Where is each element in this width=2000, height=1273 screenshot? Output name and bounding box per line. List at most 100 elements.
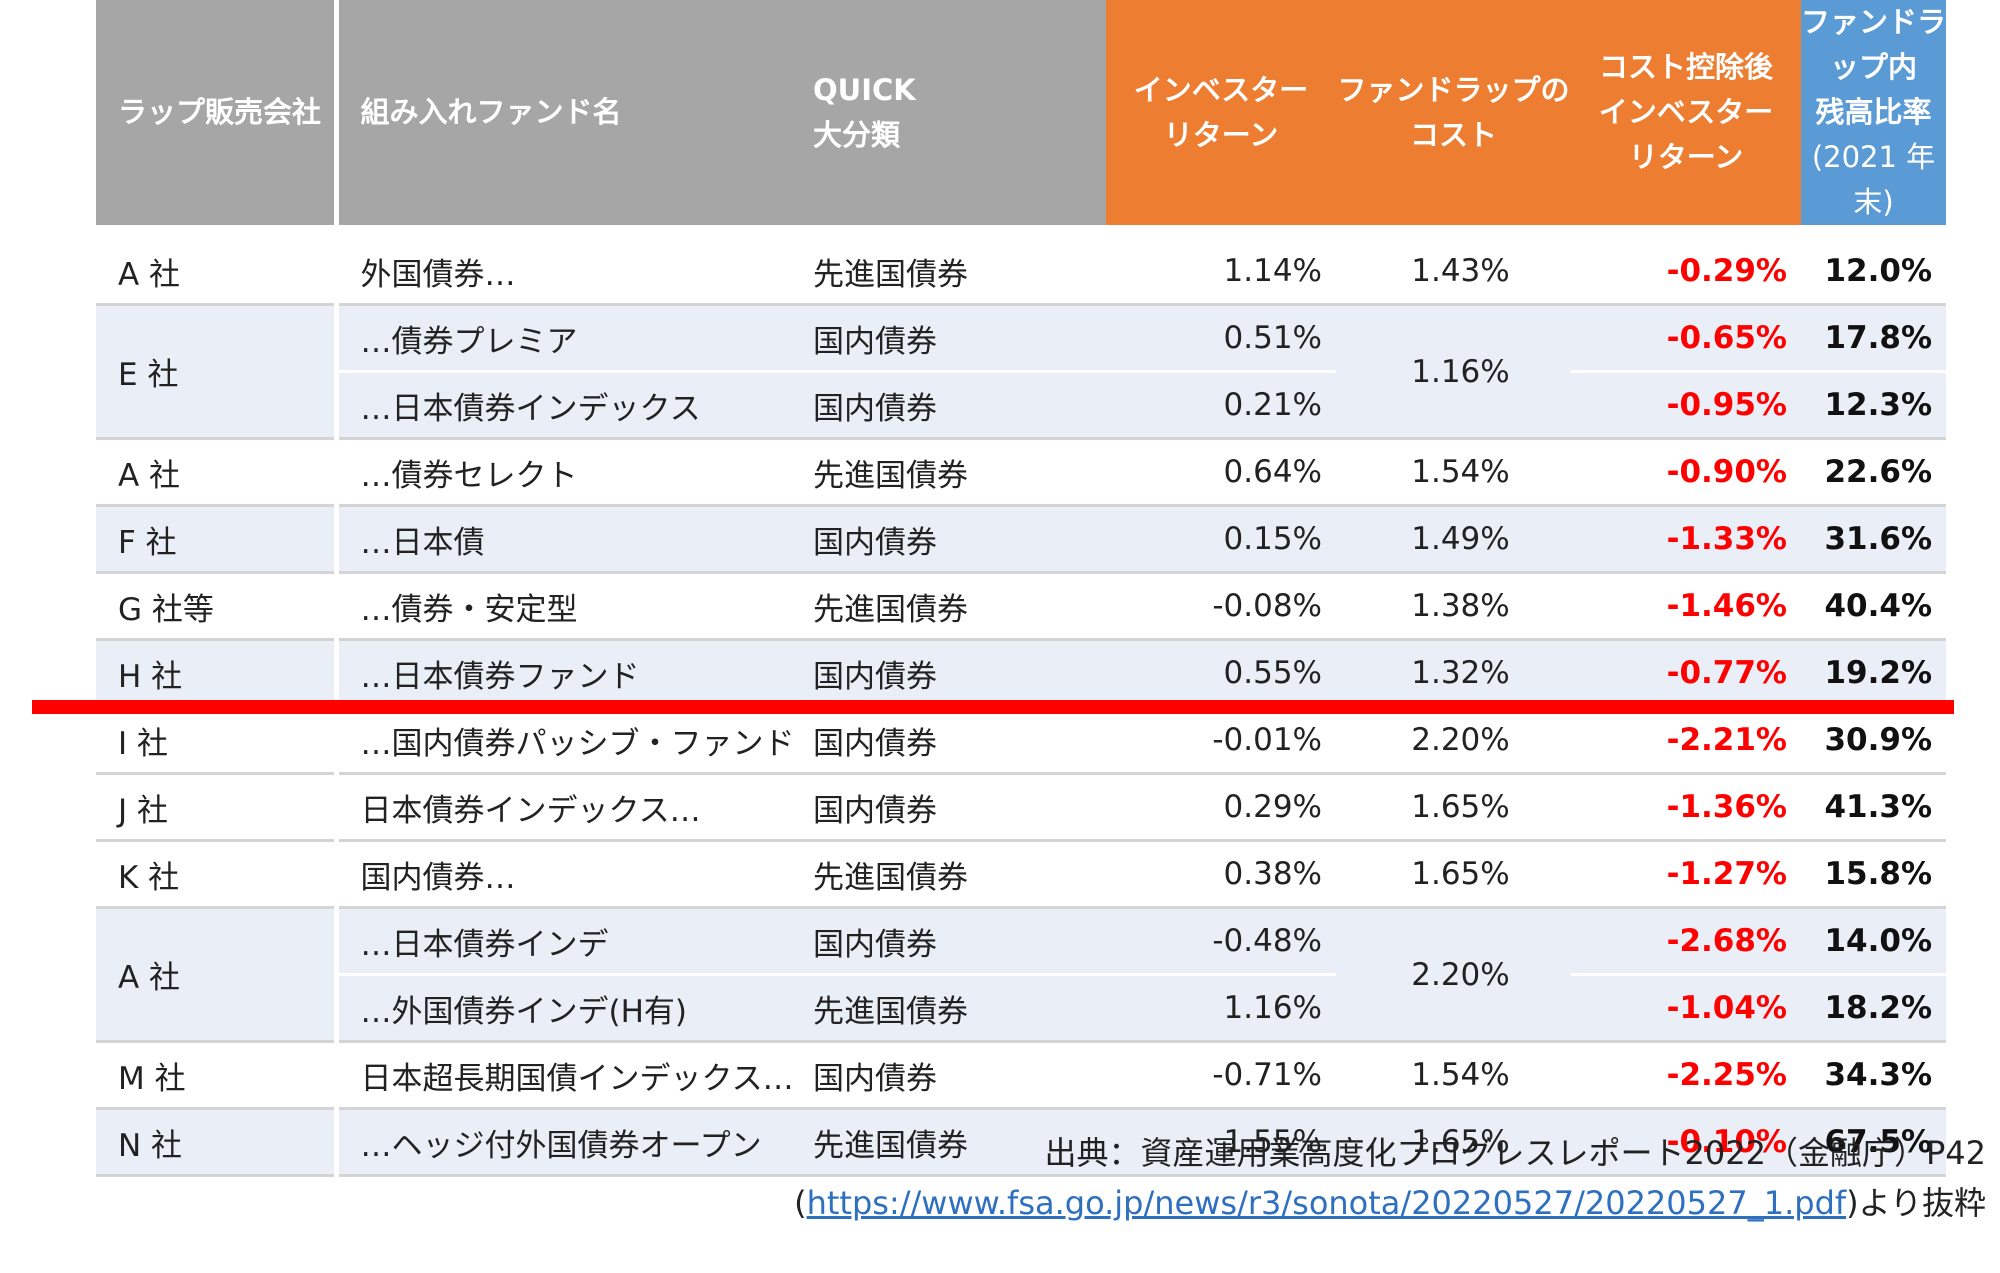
category-cell: 先進国債券 — [813, 572, 1106, 641]
ratio-cell: 40.4% — [1801, 572, 1946, 641]
ratio-cell: 22.6% — [1801, 438, 1946, 507]
after-cost-cell: -2.25% — [1571, 1041, 1801, 1110]
category-cell: 国内債券 — [813, 505, 1106, 574]
ratio-cell: 12.0% — [1801, 239, 1946, 306]
after-cost-cell: -0.10% — [1571, 1108, 1801, 1177]
table-row: A 社 …日本債券インデ 国内債券 -0.48% 2.20% -2.68% 14… — [96, 907, 1946, 1043]
fund-cell: …日本債券インデックス — [333, 371, 813, 440]
return-cell: 1.16% — [1106, 974, 1336, 1043]
fund-wrap-table: ラップ販売会社 組み入れファンド名 QUICK 大分類 インベスター リターン ファ… — [96, 0, 1946, 1177]
after-cost-cell: -0.29% — [1571, 239, 1801, 306]
category-cell: 先進国債券 — [813, 840, 1106, 909]
cost-cell: 1.65% — [1336, 773, 1571, 842]
header-cost: ファンドラップの コスト — [1336, 0, 1571, 225]
return-cell: -0.48% — [1106, 907, 1336, 976]
fund-cell: …日本債 — [333, 505, 813, 574]
after-cost-cell: -1.33% — [1571, 505, 1801, 574]
ratio-cell: 17.8% — [1801, 304, 1946, 373]
header-company: ラップ販売会社 — [96, 0, 339, 225]
after-cost-cell: -2.21% — [1571, 706, 1801, 775]
table-row: F 社 …日本債 国内債券 0.15% 1.49% -1.33% 31.6% — [96, 505, 1946, 574]
header-fund: 組み入れファンド名 — [336, 0, 813, 225]
table-row: E 社 …債券プレミア 国内債券 0.51% 1.16% -0.65% 17.8… — [96, 304, 1946, 440]
category-cell: 国内債券 — [813, 907, 1106, 976]
company-cell: K 社 — [96, 840, 336, 909]
return-cell: 0.29% — [1106, 773, 1336, 842]
company-cell: A 社 — [96, 438, 336, 507]
cost-cell: 1.65% — [1336, 1108, 1571, 1177]
header-quick: QUICK 大分類 — [813, 0, 1106, 225]
ratio-cell: 31.6% — [1801, 505, 1946, 574]
ratio-cell: 14.0% — [1801, 907, 1946, 976]
after-cost-cell: -0.95% — [1571, 371, 1801, 440]
ratio-cell: 67.5% — [1801, 1108, 1946, 1177]
source-citation: 出典：資産運用業高度化プログレスレポート2022（金融庁）P42 — [1044, 1134, 1986, 1172]
fund-cell: …日本債券インデ — [333, 907, 813, 976]
ratio-cell: 30.9% — [1801, 706, 1946, 775]
fund-cell: 日本超長期国債インデックス… — [333, 1041, 813, 1110]
return-cell: 1.14% — [1106, 239, 1336, 306]
category-cell: 国内債券 — [813, 304, 1106, 373]
table-row: K 社 国内債券… 先進国債券 0.38% 1.65% -1.27% 15.8% — [96, 840, 1946, 909]
company-cell: A 社 — [96, 239, 336, 306]
cost-cell: 1.16% — [1336, 304, 1571, 440]
fund-cell: …ヘッジ付外国債券オープン — [333, 1108, 813, 1177]
return-cell: -0.08% — [1106, 572, 1336, 641]
cost-cell: 2.20% — [1336, 706, 1571, 775]
header-investor-return: インベスター リターン — [1106, 0, 1336, 225]
category-cell: 国内債券 — [813, 773, 1106, 842]
after-cost-cell: -1.46% — [1571, 572, 1801, 641]
source-url-line: (https://www.fsa.go.jp/news/r3/sonota/20… — [794, 1184, 1986, 1222]
cost-cell: 1.65% — [1336, 840, 1571, 909]
company-cell: E 社 — [96, 304, 336, 440]
company-cell: A 社 — [96, 907, 336, 1043]
company-cell: H 社 — [96, 639, 336, 708]
fund-cell: …債券セレクト — [333, 438, 813, 507]
table-row: N 社 …ヘッジ付外国債券オープン 先進国債券 1.55% 1.65% -0.1… — [96, 1108, 1946, 1177]
ratio-cell: 15.8% — [1801, 840, 1946, 909]
category-cell: 国内債券 — [813, 371, 1106, 440]
return-cell: 0.15% — [1106, 505, 1336, 574]
fund-cell: …債券プレミア — [333, 304, 813, 373]
category-cell: 先進国債券 — [813, 239, 1106, 306]
cost-cell: 1.54% — [1336, 438, 1571, 507]
fund-cell: 外国債券… — [333, 239, 813, 306]
company-cell: I 社 — [96, 706, 336, 775]
header-after-cost: コスト控除後 インベスター リターン — [1571, 0, 1801, 225]
return-cell: 0.38% — [1106, 840, 1336, 909]
cost-cell: 1.43% — [1336, 239, 1571, 306]
return-cell: -0.01% — [1106, 706, 1336, 775]
fund-cell: 日本債券インデックス… — [333, 773, 813, 842]
category-cell: 国内債券 — [813, 1041, 1106, 1110]
source-link[interactable]: https://www.fsa.go.jp/news/r3/sonota/202… — [806, 1184, 1847, 1222]
after-cost-cell: -0.77% — [1571, 639, 1801, 708]
header-row: ラップ販売会社 組み入れファンド名 QUICK 大分類 インベスター リターン ファ… — [96, 0, 1946, 225]
after-cost-cell: -0.65% — [1571, 304, 1801, 373]
ratio-cell: 18.2% — [1801, 974, 1946, 1043]
after-cost-cell: -1.04% — [1571, 974, 1801, 1043]
company-cell: G 社等 — [96, 572, 336, 641]
company-cell: F 社 — [96, 505, 336, 574]
source-note: 出典：資産運用業高度化プログレスレポート2022（金融庁）P42 (https:… — [794, 1128, 1986, 1228]
fund-cell: …債券・安定型 — [333, 572, 813, 641]
cost-cell: 1.38% — [1336, 572, 1571, 641]
table-row: H 社 …日本債券ファンド 国内債券 0.55% 1.32% -0.77% 19… — [96, 639, 1946, 708]
cost-cell: 1.32% — [1336, 639, 1571, 708]
category-cell: 国内債券 — [813, 706, 1106, 775]
fund-cell: …国内債券パッシブ・ファンド — [333, 706, 813, 775]
table-row: I 社 …国内債券パッシブ・ファンド 国内債券 -0.01% 2.20% -2.… — [96, 706, 1946, 775]
table-row: A 社 …債券セレクト 先進国債券 0.64% 1.54% -0.90% 22.… — [96, 438, 1946, 507]
return-cell: 0.21% — [1106, 371, 1336, 440]
ratio-cell: 41.3% — [1801, 773, 1946, 842]
table-row: G 社等 …債券・安定型 先進国債券 -0.08% 1.38% -1.46% 4… — [96, 572, 1946, 641]
category-cell: 先進国債券 — [813, 438, 1106, 507]
return-cell: 1.55% — [1106, 1108, 1336, 1177]
after-cost-cell: -1.36% — [1571, 773, 1801, 842]
category-cell: 先進国債券 — [813, 974, 1106, 1043]
company-cell: N 社 — [96, 1108, 336, 1177]
ratio-cell: 12.3% — [1801, 371, 1946, 440]
table-row: J 社 日本債券インデックス… 国内債券 0.29% 1.65% -1.36% … — [96, 773, 1946, 842]
header-ratio: ファンドラップ内 残高比率 (2021 年末) — [1801, 0, 1946, 225]
cost-cell: 1.54% — [1336, 1041, 1571, 1110]
after-cost-cell: -2.68% — [1571, 907, 1801, 976]
